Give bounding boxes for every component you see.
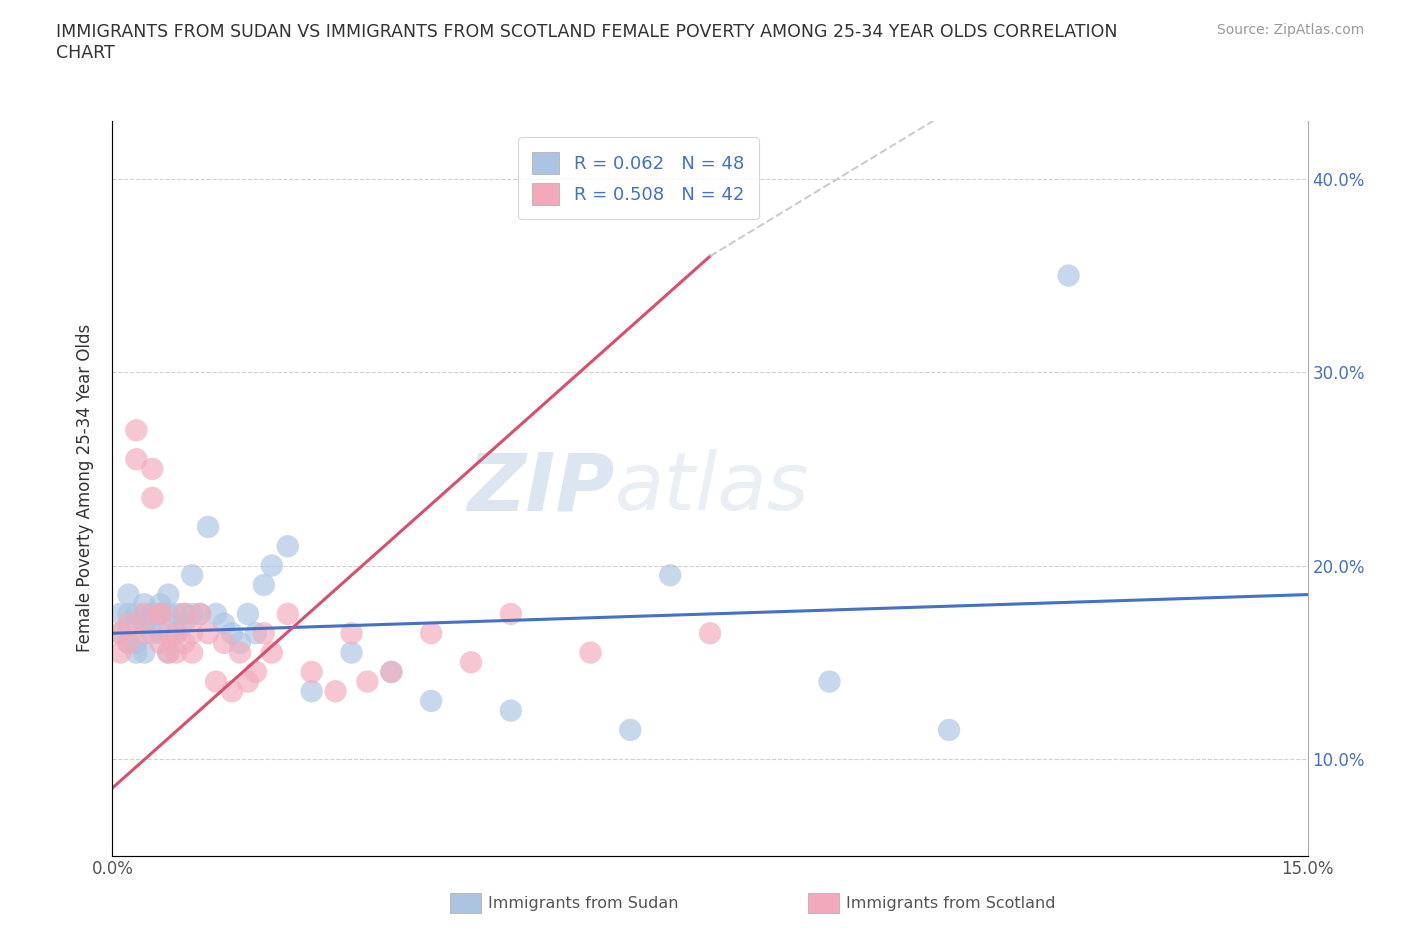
Point xyxy=(253,626,276,641)
Point xyxy=(165,626,187,641)
Point xyxy=(699,626,721,641)
Point xyxy=(340,645,363,660)
Point xyxy=(188,606,211,621)
Point xyxy=(110,626,132,641)
Text: Immigrants from Sudan: Immigrants from Sudan xyxy=(488,896,678,910)
Point xyxy=(499,606,522,621)
Point xyxy=(141,626,163,641)
Point xyxy=(173,635,195,650)
Text: Immigrants from Scotland: Immigrants from Scotland xyxy=(846,896,1056,910)
Point xyxy=(181,568,204,583)
Point xyxy=(197,626,219,641)
Point xyxy=(181,645,204,660)
Point xyxy=(125,617,148,631)
Point xyxy=(188,606,211,621)
Point xyxy=(117,587,139,602)
Point xyxy=(157,645,180,660)
Point xyxy=(301,684,323,698)
Point xyxy=(420,694,443,709)
Point xyxy=(173,606,195,621)
Point xyxy=(356,674,378,689)
Point xyxy=(110,645,132,660)
Point xyxy=(499,703,522,718)
Point xyxy=(380,665,402,680)
Point xyxy=(117,617,139,631)
Point xyxy=(134,617,156,631)
Point xyxy=(212,617,235,631)
Point xyxy=(229,645,252,660)
Point xyxy=(325,684,347,698)
Point xyxy=(245,626,267,641)
Point xyxy=(301,665,323,680)
Point xyxy=(125,423,148,438)
Point xyxy=(157,606,180,621)
Point xyxy=(165,626,187,641)
Point xyxy=(125,606,148,621)
Point xyxy=(110,606,132,621)
Point xyxy=(149,597,172,612)
Point xyxy=(157,645,180,660)
Point xyxy=(125,452,148,467)
Point xyxy=(173,617,195,631)
Point xyxy=(253,578,276,592)
Point xyxy=(125,635,148,650)
Point xyxy=(110,626,132,641)
Point xyxy=(818,674,841,689)
Point xyxy=(117,635,139,650)
Point xyxy=(221,684,243,698)
Point xyxy=(229,635,252,650)
Point xyxy=(157,587,180,602)
Point xyxy=(117,606,139,621)
Text: atlas: atlas xyxy=(614,449,810,527)
Point xyxy=(212,635,235,650)
Point xyxy=(141,490,163,505)
Point xyxy=(181,626,204,641)
Point xyxy=(659,568,682,583)
Point xyxy=(157,626,180,641)
Point xyxy=(221,626,243,641)
Point xyxy=(134,606,156,621)
Point xyxy=(134,645,156,660)
Point xyxy=(165,606,187,621)
Point xyxy=(579,645,602,660)
Point xyxy=(117,635,139,650)
Point xyxy=(125,645,148,660)
Point xyxy=(277,606,299,621)
Point xyxy=(420,626,443,641)
Point xyxy=(205,606,228,621)
Point xyxy=(1057,268,1080,283)
Point xyxy=(260,645,283,660)
Point xyxy=(197,520,219,535)
Point xyxy=(619,723,641,737)
Point xyxy=(245,665,267,680)
Point xyxy=(165,645,187,660)
Text: IMMIGRANTS FROM SUDAN VS IMMIGRANTS FROM SCOTLAND FEMALE POVERTY AMONG 25-34 YEA: IMMIGRANTS FROM SUDAN VS IMMIGRANTS FROM… xyxy=(56,23,1118,62)
Point xyxy=(134,597,156,612)
Point xyxy=(141,461,163,476)
Point xyxy=(938,723,960,737)
Legend: R = 0.062   N = 48, R = 0.508   N = 42: R = 0.062 N = 48, R = 0.508 N = 42 xyxy=(517,138,759,219)
Text: Source: ZipAtlas.com: Source: ZipAtlas.com xyxy=(1216,23,1364,37)
Point xyxy=(260,558,283,573)
Point xyxy=(340,626,363,641)
Text: ZIP: ZIP xyxy=(467,449,614,527)
Point xyxy=(236,606,259,621)
Point xyxy=(149,626,172,641)
Point xyxy=(181,606,204,621)
Point xyxy=(149,606,172,621)
Point xyxy=(460,655,482,670)
Point xyxy=(380,665,402,680)
Point xyxy=(149,606,172,621)
Point xyxy=(141,606,163,621)
Y-axis label: Female Poverty Among 25-34 Year Olds: Female Poverty Among 25-34 Year Olds xyxy=(76,325,94,652)
Point xyxy=(173,606,195,621)
Point xyxy=(149,635,172,650)
Point xyxy=(277,538,299,553)
Point xyxy=(141,606,163,621)
Point xyxy=(149,606,172,621)
Point xyxy=(134,626,156,641)
Point xyxy=(236,674,259,689)
Point xyxy=(205,674,228,689)
